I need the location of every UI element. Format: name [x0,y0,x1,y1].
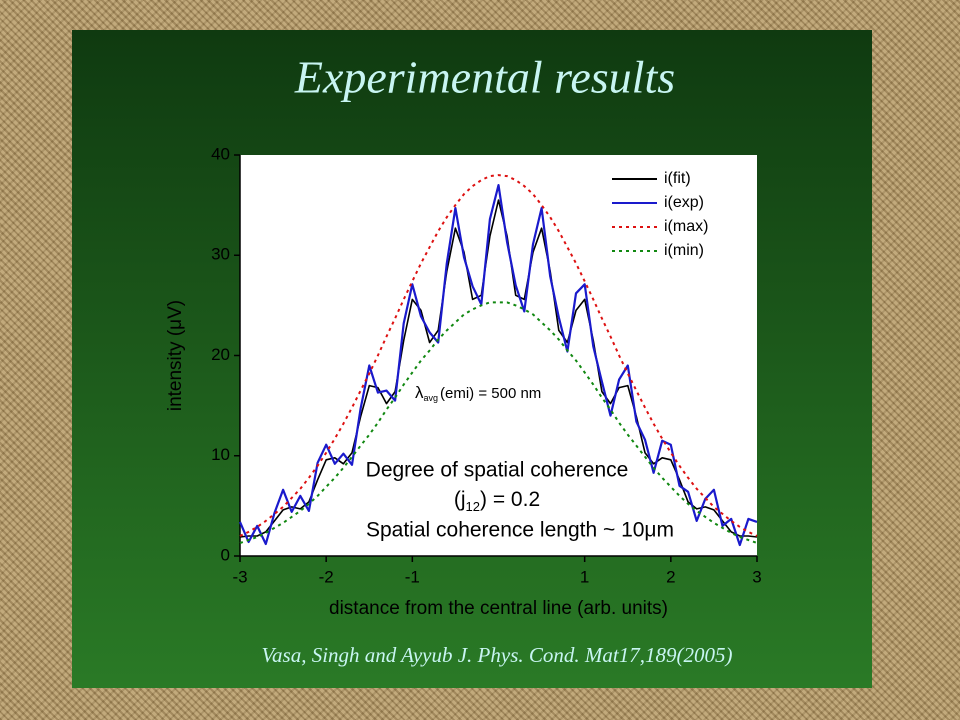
plot-area [240,155,757,556]
legend-label: i(min) [664,242,704,259]
annotation: Degree of spatial coherence [366,459,629,482]
legend-label: i(exp) [664,194,704,211]
annotation-subscript: avg [424,393,439,403]
citation: Vasa, Singh and Ayyub J. Phys. Cond. Mat… [262,643,733,667]
y-tick-label: 30 [211,245,230,264]
x-tick-label: 2 [666,567,675,586]
annotation: (j12) = 0.2 [454,488,540,514]
series-line [239,199,758,538]
x-tick-label: 1 [580,567,589,586]
legend-label: i(max) [664,218,708,235]
x-tick-label: -2 [319,567,334,586]
x-axis-label: distance from the central line (arb. uni… [329,598,668,619]
x-tick-label: -1 [405,567,420,586]
y-axis-label: intensity (μV) [165,300,186,411]
annotation-text: (emi) = 500 nm [440,385,541,402]
annotation: λavg (emi) = 500 nm [415,383,541,403]
annotation-text: (j [454,488,466,511]
y-tick-label: 0 [221,545,230,564]
y-tick-label: 10 [211,445,230,464]
annotation: Spatial coherence length ~ 10μm [366,519,674,542]
annotation-symbol: λ [415,383,424,402]
annotation-text: ) = 0.2 [480,488,540,511]
legend-label: i(fit) [664,170,691,187]
x-tick-label: -3 [232,567,247,586]
series-line [239,174,758,537]
series-line [238,184,758,547]
y-tick-label: 20 [211,345,230,364]
slide-title: Experimental results [294,52,675,103]
x-tick-label: 3 [752,567,761,586]
y-tick-label: 40 [211,144,230,163]
annotation-subscript: 12 [466,499,480,514]
